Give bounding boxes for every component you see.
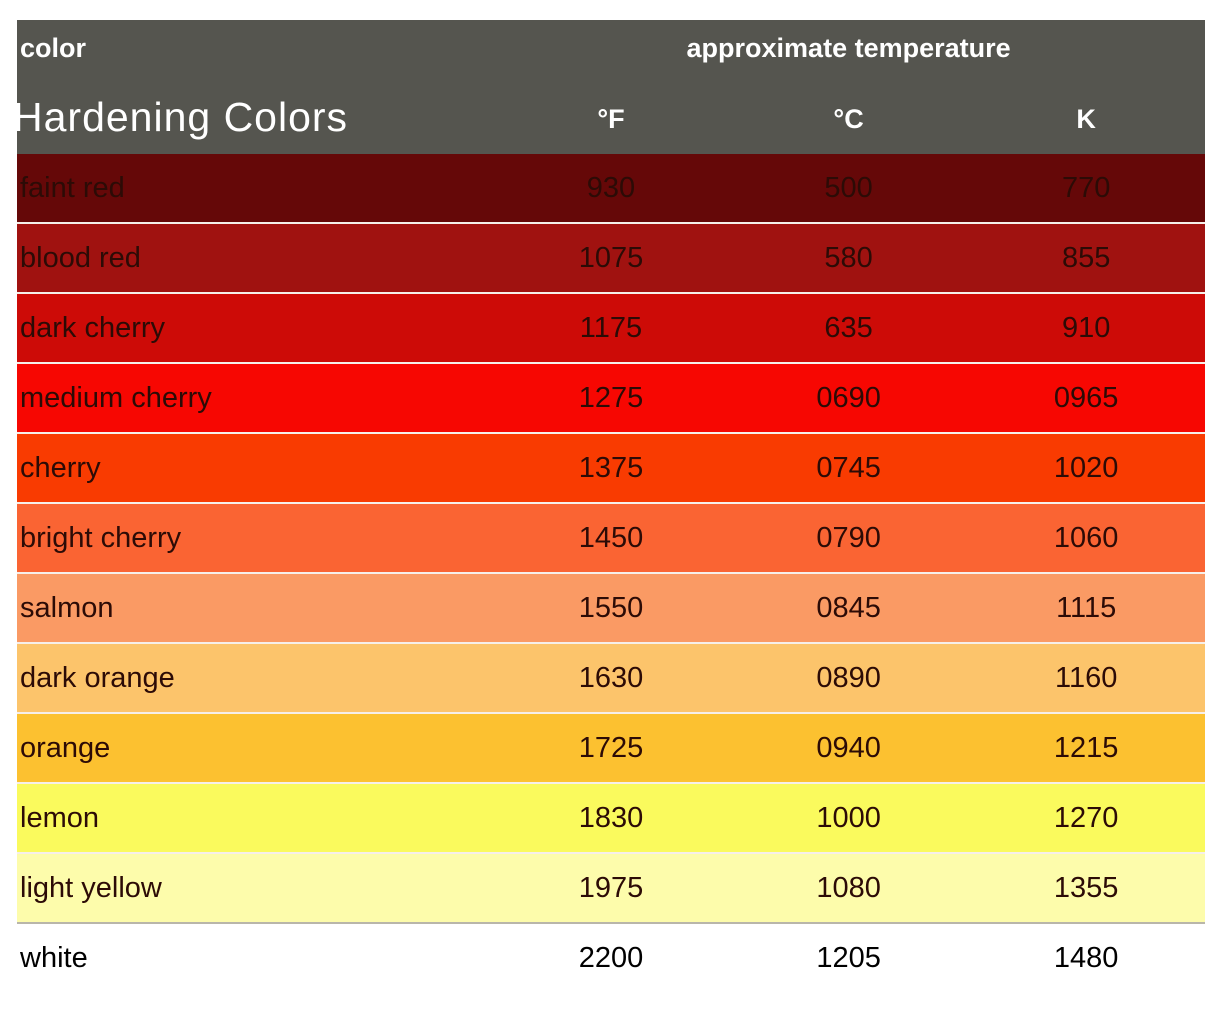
color-name: dark orange bbox=[20, 661, 175, 694]
column-header-color: color bbox=[20, 33, 87, 63]
temp-c: 1080 bbox=[816, 871, 881, 904]
temp-f: 1375 bbox=[578, 451, 644, 484]
temp-k: 910 bbox=[1061, 311, 1111, 344]
hardening-colors-table: color approximate temperature Hardening … bbox=[13, 20, 1205, 992]
temp-c: 580 bbox=[824, 241, 873, 274]
temp-f: 2200 bbox=[578, 941, 644, 974]
temp-k: 855 bbox=[1061, 241, 1111, 274]
table-row-faint-red: faint red 930 500 770 bbox=[17, 154, 1205, 224]
color-name: light yellow bbox=[20, 871, 162, 904]
temp-f: 1175 bbox=[579, 311, 643, 344]
temp-c: 0940 bbox=[816, 731, 881, 764]
table-row-white: white 2200 1205 1480 bbox=[17, 924, 1205, 992]
temp-f: 1630 bbox=[578, 661, 644, 694]
temp-k: 0965 bbox=[1053, 381, 1119, 414]
temp-c: 0790 bbox=[816, 521, 881, 554]
column-header-approximate-temperature: approximate temperature bbox=[686, 33, 1011, 63]
temp-c: 1205 bbox=[816, 941, 881, 974]
temp-k: 1215 bbox=[1053, 731, 1119, 764]
color-name: dark cherry bbox=[20, 311, 166, 344]
temp-k: 770 bbox=[1061, 171, 1111, 204]
temp-k: 1480 bbox=[1053, 941, 1119, 974]
temp-k: 1270 bbox=[1053, 801, 1119, 834]
temp-c: 0890 bbox=[816, 661, 881, 694]
temp-f: 1725 bbox=[578, 731, 644, 764]
temp-c: 0745 bbox=[816, 451, 881, 484]
temp-c: 0690 bbox=[816, 381, 881, 414]
color-name: white bbox=[20, 941, 88, 974]
temp-f: 1275 bbox=[578, 381, 644, 414]
header-spacer bbox=[17, 104, 492, 135]
table-row-dark-cherry: dark cherry 1175 635 910 bbox=[17, 294, 1205, 364]
temp-f: 1975 bbox=[578, 871, 644, 904]
temp-c: 0845 bbox=[816, 591, 881, 624]
color-name: faint red bbox=[20, 171, 125, 204]
column-header-celsius: °C bbox=[833, 104, 864, 134]
color-name: lemon bbox=[20, 801, 99, 834]
color-name: bright cherry bbox=[20, 521, 182, 554]
table-row-dark-orange: dark orange 1630 0890 1160 bbox=[17, 644, 1205, 714]
temp-c: 1000 bbox=[816, 801, 881, 834]
temp-c: 500 bbox=[824, 171, 873, 204]
color-name: orange bbox=[20, 731, 111, 764]
temp-f: 1450 bbox=[578, 521, 644, 554]
temp-k: 1160 bbox=[1054, 661, 1118, 694]
temp-k: 1020 bbox=[1053, 451, 1119, 484]
table-row-salmon: salmon 1550 0845 1115 bbox=[17, 574, 1205, 644]
table-row-bright-cherry: bright cherry 1450 0790 1060 bbox=[17, 504, 1205, 574]
header-row-units: °F °C K bbox=[17, 104, 1205, 135]
temp-c: 635 bbox=[824, 311, 873, 344]
color-name: salmon bbox=[20, 591, 114, 624]
temp-k: 1355 bbox=[1053, 871, 1119, 904]
column-header-kelvin: K bbox=[1076, 104, 1096, 134]
table-row-medium-cherry: medium cherry 1275 0690 0965 bbox=[17, 364, 1205, 434]
color-name: medium cherry bbox=[20, 381, 212, 414]
page-title: Hardening Colors bbox=[13, 94, 349, 140]
table-row-blood-red: blood red 1075 580 855 bbox=[17, 224, 1205, 294]
table-row-light-yellow: light yellow 1975 1080 1355 bbox=[17, 854, 1205, 924]
temp-f: 1830 bbox=[578, 801, 644, 834]
temp-f: 930 bbox=[586, 171, 636, 204]
table-row-lemon: lemon 1830 1000 1270 bbox=[17, 784, 1205, 854]
table-row-cherry: cherry 1375 0745 1020 bbox=[17, 434, 1205, 504]
column-header-fahrenheit: °F bbox=[597, 104, 625, 134]
header-row-labels: color approximate temperature bbox=[17, 20, 1205, 64]
color-name: blood red bbox=[20, 241, 141, 274]
temp-f: 1075 bbox=[578, 241, 644, 274]
temp-k: 1115 bbox=[1056, 591, 1117, 624]
color-name: cherry bbox=[20, 451, 101, 484]
table-row-orange: orange 1725 0940 1215 bbox=[17, 714, 1205, 784]
temp-f: 1550 bbox=[578, 591, 644, 624]
table-header: color approximate temperature Hardening … bbox=[13, 20, 1205, 154]
temp-k: 1060 bbox=[1053, 521, 1119, 554]
